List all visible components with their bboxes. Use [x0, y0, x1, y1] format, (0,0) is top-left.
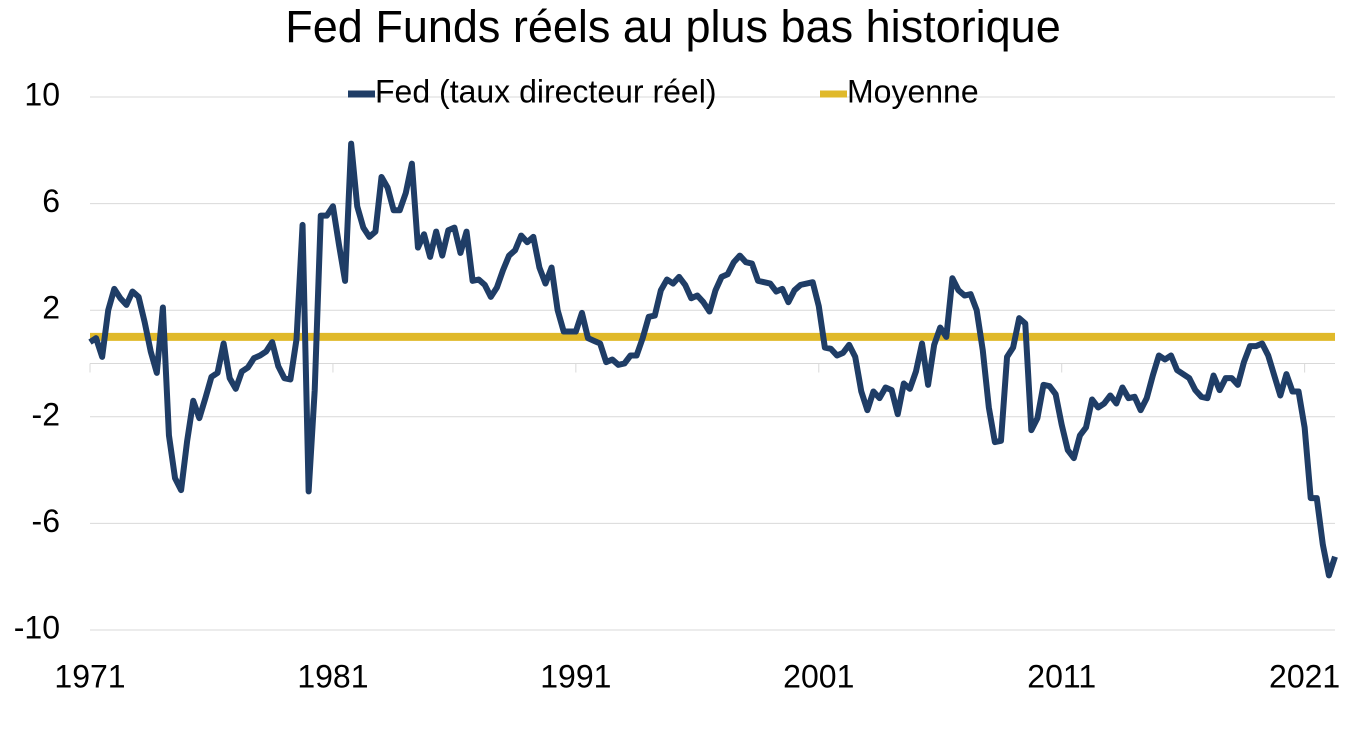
- y-tick-label: 6: [42, 183, 60, 219]
- x-tick-label: 2011: [1027, 658, 1096, 694]
- legend: Fed (taux directeur réel) Moyenne: [348, 73, 979, 109]
- y-tick-label: -2: [32, 396, 60, 432]
- x-tick-label: 2021: [1269, 658, 1340, 694]
- y-tick-label: 10: [24, 76, 60, 112]
- legend-label: Moyenne: [847, 73, 979, 109]
- x-tick-label: 1981: [297, 658, 368, 694]
- x-tick-label: 1991: [540, 658, 611, 694]
- x-tick-label: 2001: [783, 658, 854, 694]
- chart-title: Fed Funds réels au plus bas historique: [285, 1, 1060, 52]
- y-tick-label: -10: [14, 609, 60, 645]
- x-tick-label: 1971: [54, 658, 125, 694]
- y-tick-label: -6: [32, 503, 60, 539]
- plot-area: [88, 140, 1338, 579]
- legend-label: Fed (taux directeur réel): [375, 73, 716, 109]
- series-line: [88, 140, 1338, 579]
- axes: -10 -6 -2 2 6 10 1971 1981 1991 2001 2011 2021: [14, 76, 1340, 694]
- y-tick-label: 2: [42, 290, 60, 326]
